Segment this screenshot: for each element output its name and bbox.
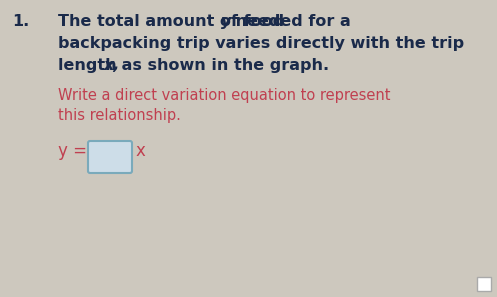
Text: length: length [58,58,122,73]
Text: 1.: 1. [12,14,29,29]
Text: y =: y = [58,142,92,160]
Text: backpacking trip varies directly with the trip: backpacking trip varies directly with th… [58,36,464,51]
Text: this relationship.: this relationship. [58,108,181,123]
Text: y: y [221,14,232,29]
FancyBboxPatch shape [477,277,491,291]
Text: x,: x, [104,58,120,73]
Text: Write a direct variation equation to represent: Write a direct variation equation to rep… [58,88,391,103]
FancyBboxPatch shape [88,141,132,173]
Text: as shown in the graph.: as shown in the graph. [116,58,329,73]
Text: x: x [136,142,146,160]
Text: needed for a: needed for a [230,14,351,29]
Text: The total amount of food: The total amount of food [58,14,290,29]
